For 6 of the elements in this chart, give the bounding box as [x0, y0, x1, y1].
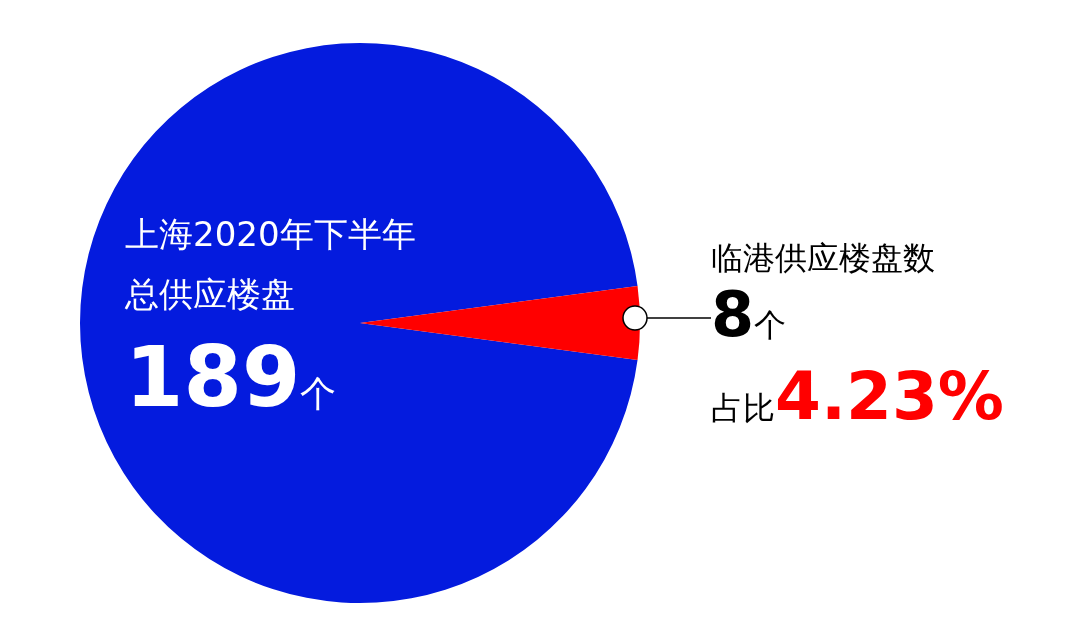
text: 189个: [125, 328, 337, 426]
text: 8个: [711, 278, 787, 351]
slice-label: 临港供应楼盘数: [711, 239, 935, 277]
slice-label: 上海2020年下半年总供应楼盘: [125, 214, 416, 314]
text: 占比4.23%: [711, 358, 1004, 435]
pie-slice: [80, 43, 638, 603]
